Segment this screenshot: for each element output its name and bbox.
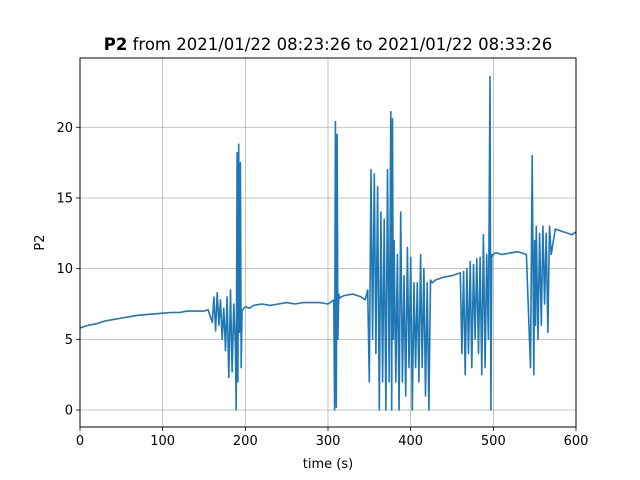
y-tick-label: 10	[56, 262, 73, 277]
y-tick-label: 20	[56, 121, 73, 136]
x-tick-label: 600	[564, 434, 589, 449]
grid	[79, 58, 577, 427]
y-tick-label: 15	[56, 191, 73, 206]
plot-area	[80, 75, 576, 411]
x-tick-label: 100	[150, 434, 175, 449]
x-tick-label: 0	[76, 434, 84, 449]
x-axis-label: time (s)	[303, 457, 353, 472]
ticks: 0 100 200 300 400 500 600 0 5 10 15 20	[56, 121, 588, 449]
chart-title: P2 from 2021/01/22 08:23:26 to 2021/01/2…	[104, 35, 552, 54]
y-axis-label: P2	[33, 234, 48, 250]
chart-title-rest: from 2021/01/22 08:23:26 to 2021/01/22 0…	[127, 35, 552, 54]
x-tick-label: 400	[398, 434, 423, 449]
x-tick-label: 300	[316, 434, 341, 449]
x-tick-label: 200	[233, 434, 258, 449]
x-tick-label: 500	[481, 434, 506, 449]
series-line-0	[80, 75, 576, 411]
y-tick-label: 0	[65, 404, 73, 419]
chart-title-bold: P2	[104, 35, 128, 54]
y-tick-label: 5	[65, 333, 73, 348]
